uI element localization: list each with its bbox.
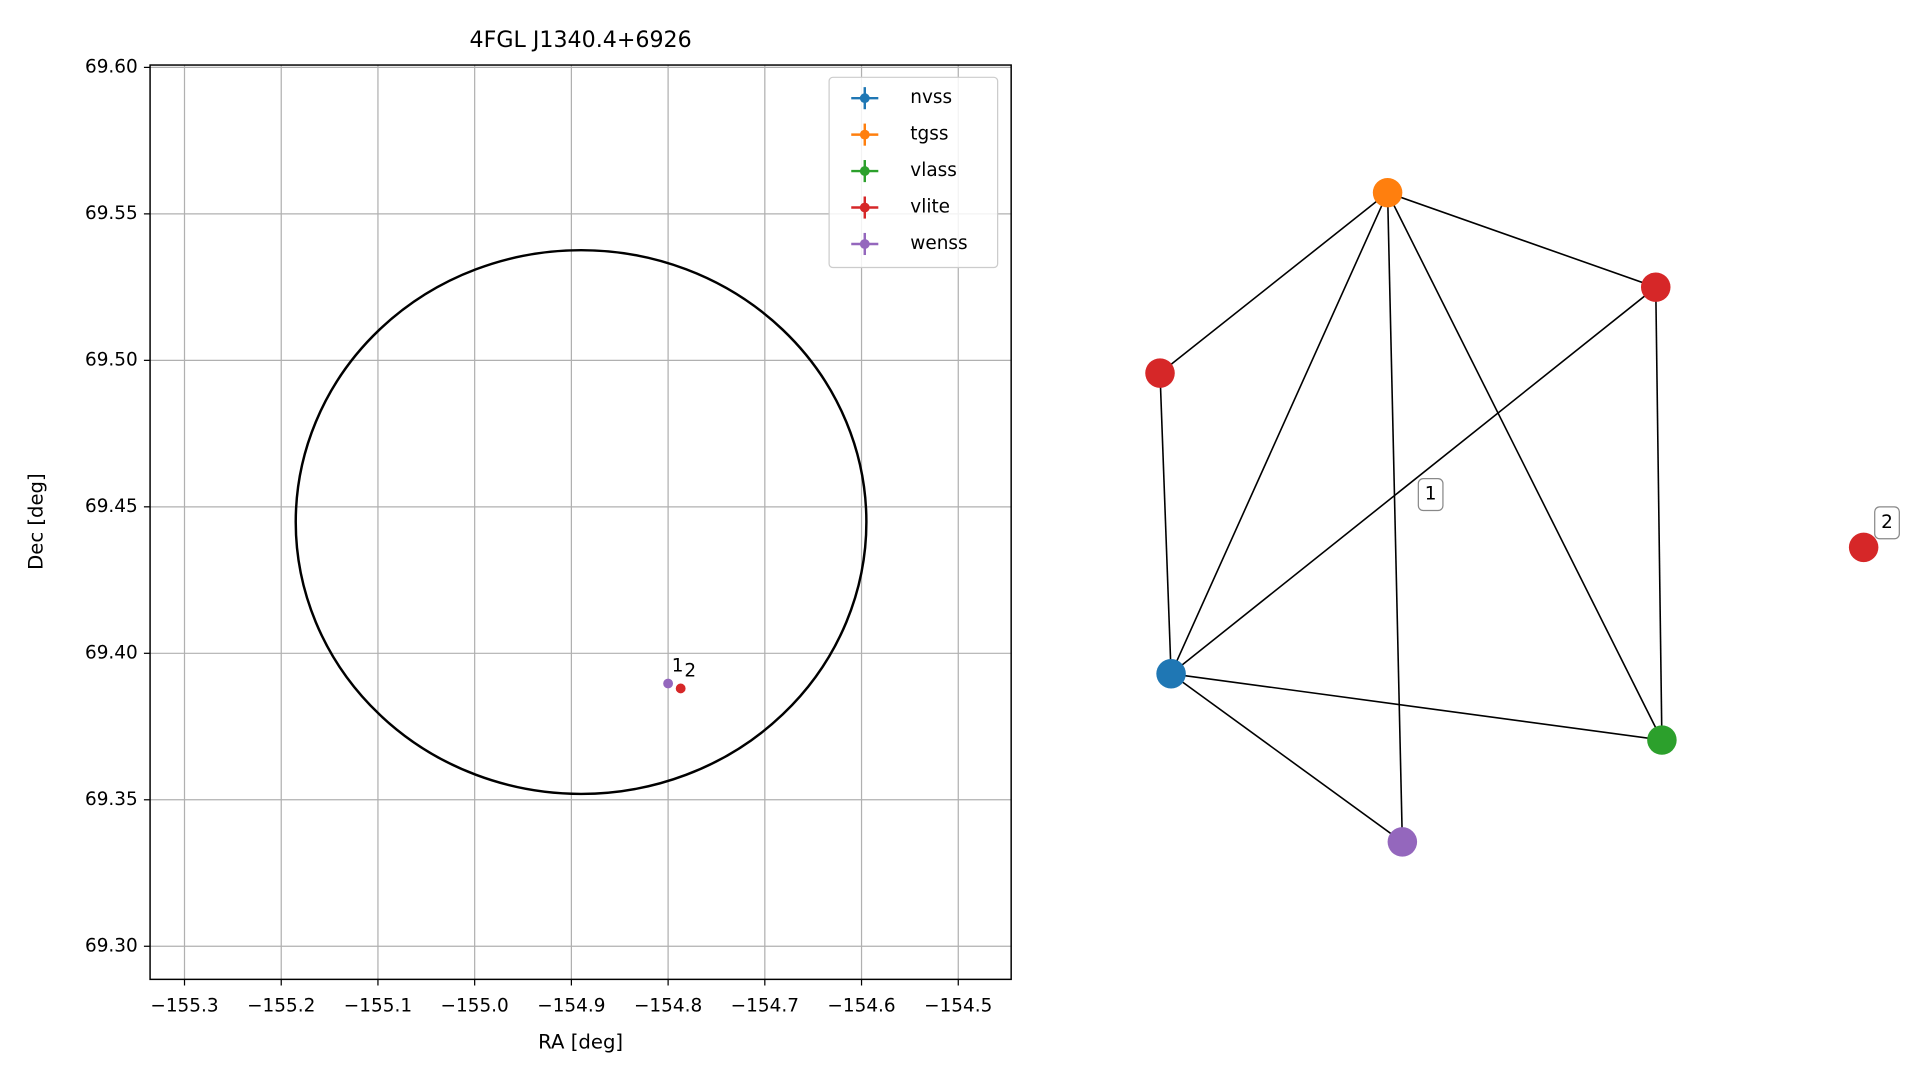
x-tick-label: −154.8 <box>634 995 702 1016</box>
node-label: 2 <box>1881 512 1893 533</box>
x-tick-label: −154.9 <box>537 995 605 1016</box>
y-tick-label: 69.40 <box>85 642 138 663</box>
point-label: 2 <box>684 660 696 681</box>
y-axis-label: Dec [deg] <box>24 473 47 569</box>
edge <box>1170 673 1403 843</box>
node-label: 1 <box>1425 484 1437 505</box>
region <box>294 248 868 796</box>
y-tick-label: 69.50 <box>85 349 138 370</box>
node <box>1145 358 1175 388</box>
node <box>1647 725 1677 755</box>
edge <box>1170 192 1389 675</box>
node <box>1372 177 1403 208</box>
y-tick-label: 69.45 <box>85 496 138 517</box>
edge <box>1654 287 1663 741</box>
axes-frame <box>149 64 1012 981</box>
legend-marker <box>859 93 870 104</box>
node <box>1848 532 1879 563</box>
legend-marker <box>859 166 870 176</box>
legend-label: vlite <box>910 197 950 218</box>
legend-marker <box>859 129 870 140</box>
point <box>663 678 674 689</box>
edge <box>1159 192 1389 374</box>
edge <box>1170 672 1663 741</box>
x-tick-label: −155.3 <box>150 995 218 1016</box>
legend-label: wenss <box>910 233 967 254</box>
label-box <box>1417 478 1444 512</box>
y-tick-label: 69.35 <box>85 789 138 810</box>
edge <box>1387 191 1657 288</box>
point-label: 1 <box>672 655 684 676</box>
y-tick-label: 69.30 <box>85 935 138 956</box>
edge <box>1386 192 1663 741</box>
legend-label: tgss <box>910 124 948 145</box>
legend-label: vlass <box>910 160 957 181</box>
x-tick-label: −155.2 <box>247 995 315 1016</box>
x-tick-label: −155.1 <box>344 995 412 1016</box>
x-tick-label: −154.7 <box>731 995 799 1016</box>
x-tick-label: −154.6 <box>827 995 895 1016</box>
x-axis-label: RA [deg] <box>538 1031 623 1054</box>
node <box>1387 827 1418 857</box>
legend-marker <box>859 202 870 213</box>
edge <box>1159 373 1172 674</box>
node <box>1156 659 1186 689</box>
edge <box>1386 192 1404 842</box>
node <box>1640 272 1671 302</box>
y-tick-label: 69.55 <box>85 203 138 224</box>
y-tick-label: 69.60 <box>85 56 138 77</box>
point <box>675 683 686 694</box>
label-box <box>1874 506 1900 540</box>
chart-title: 4FGL J1340.4+6926 <box>470 27 692 53</box>
legend-marker <box>859 239 870 249</box>
x-tick-label: −155.0 <box>441 995 509 1016</box>
edge <box>1170 286 1657 675</box>
legend-label: nvss <box>910 87 952 108</box>
legend-box <box>828 76 999 269</box>
x-tick-label: −154.5 <box>924 995 992 1016</box>
